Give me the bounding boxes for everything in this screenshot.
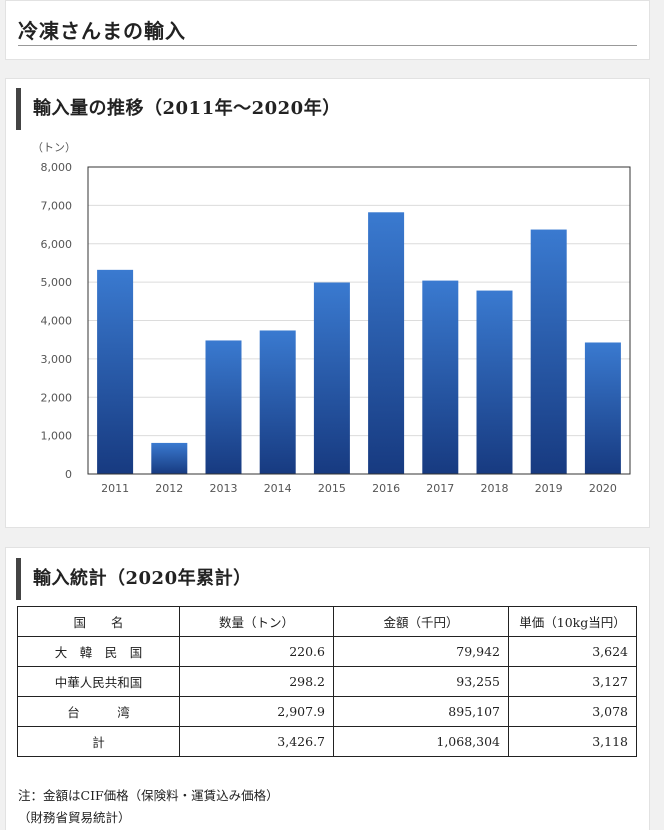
col-header-quantity: 数量（トン） [179,606,334,637]
price-note: 注：金額はCIF価格（保険料・運賃込み価格） [18,788,279,803]
total-label-cell: 計 [17,726,180,757]
table-total-row: 計 3,426.7 1,068,304 3,118 [17,726,637,757]
bar-2017 [422,280,459,474]
x-tick-label: 2019 [535,482,563,495]
quantity-cell: 2,907.9 [179,696,334,727]
stats-panel: 輸入統計（2020年累計） 国 名 数量（トン） 金額（千円） 単価（10kg当… [5,547,650,830]
country-cell: 大 韓 民 国 [17,636,180,667]
x-axis-ticks: 2011 2012 2013 2014 2015 2016 2017 2018 2019 2020 [101,482,617,495]
unit-price-cell: 3,118 [508,726,637,757]
x-tick-label: 2011 [101,482,129,495]
x-tick-label: 2012 [155,482,183,495]
y-tick-label: 4,000 [41,315,73,328]
y-axis-ticks: 0 1,000 2,000 3,000 4,000 5,000 6,000 7,000 8,00… [41,161,73,481]
y-tick-label: 8,000 [41,161,73,174]
amount-cell: 93,255 [333,666,509,697]
y-tick-label: 1,000 [41,430,73,443]
bar-2016 [368,212,405,474]
bars [97,212,621,474]
x-tick-label: 2014 [264,482,292,495]
bar-2015 [313,282,350,474]
bar-2019 [530,229,567,474]
bar-2014 [259,330,296,474]
country-cell: 中華人民共和国 [17,666,180,697]
x-tick-label: 2015 [318,482,346,495]
x-tick-label: 2018 [481,482,509,495]
amount-cell: 1,068,304 [333,726,509,757]
y-tick-label: 2,000 [41,391,73,404]
unit-price-cell: 3,078 [508,696,637,727]
y-tick-label: 6,000 [41,238,73,251]
y-tick-label: 7,000 [41,199,73,212]
quantity-cell: 220.6 [179,636,334,667]
y-tick-label: 0 [65,468,72,481]
quantity-cell: 298.2 [179,666,334,697]
x-tick-label: 2017 [426,482,454,495]
title-underline [18,45,637,46]
source-note: （財務省貿易統計） [18,810,131,825]
col-header-country: 国 名 [17,606,180,637]
quantity-cell: 3,426.7 [179,726,334,757]
table-row: 台 湾 2,907.9 895,107 3,078 [17,696,637,727]
table-row: 大 韓 民 国 220.6 79,942 3,624 [17,636,637,667]
chart-panel: 輸入量の推移（2011年〜2020年） 0 1,000 2,000 3,000 4,00… [5,78,650,528]
table-header-row: 国 名 数量（トン） 金額（千円） 単価（10kg当円） [17,606,637,637]
bar-2012 [151,442,188,474]
import-stats-table: 国 名 数量（トン） 金額（千円） 単価（10kg当円） 大 韓 民 国 220… [17,606,637,757]
y-tick-label: 3,000 [41,353,73,366]
amount-cell: 79,942 [333,636,509,667]
bar-2020 [584,342,621,474]
bar-2013 [205,340,242,474]
unit-price-cell: 3,127 [508,666,637,697]
import-volume-bar-chart: 0 1,000 2,000 3,000 4,000 5,000 6,000 7,000 8,00… [32,141,631,495]
title-panel: 冷凍さんまの輸入 [5,0,650,60]
x-tick-label: 2013 [210,482,238,495]
x-tick-label: 2020 [589,482,617,495]
amount-cell: 895,107 [333,696,509,727]
bar-2011 [97,269,134,474]
stats-heading: 輸入統計（2020年累計） [16,558,252,600]
x-tick-label: 2016 [372,482,400,495]
chart-heading: 輸入量の推移（2011年〜2020年） [16,88,341,130]
country-cell: 台 湾 [17,696,180,727]
plot-frame [87,166,631,475]
page-title: 冷凍さんまの輸入 [18,19,186,43]
col-header-amount: 金額（千円） [333,606,509,637]
gridlines [88,204,630,437]
y-axis-unit-label: （トン） [32,141,76,154]
y-tick-label: 5,000 [41,276,73,289]
table-row: 中華人民共和国 298.2 93,255 3,127 [17,666,637,697]
bar-2018 [476,290,513,474]
col-header-unit-price: 単価（10kg当円） [508,606,637,637]
unit-price-cell: 3,624 [508,636,637,667]
